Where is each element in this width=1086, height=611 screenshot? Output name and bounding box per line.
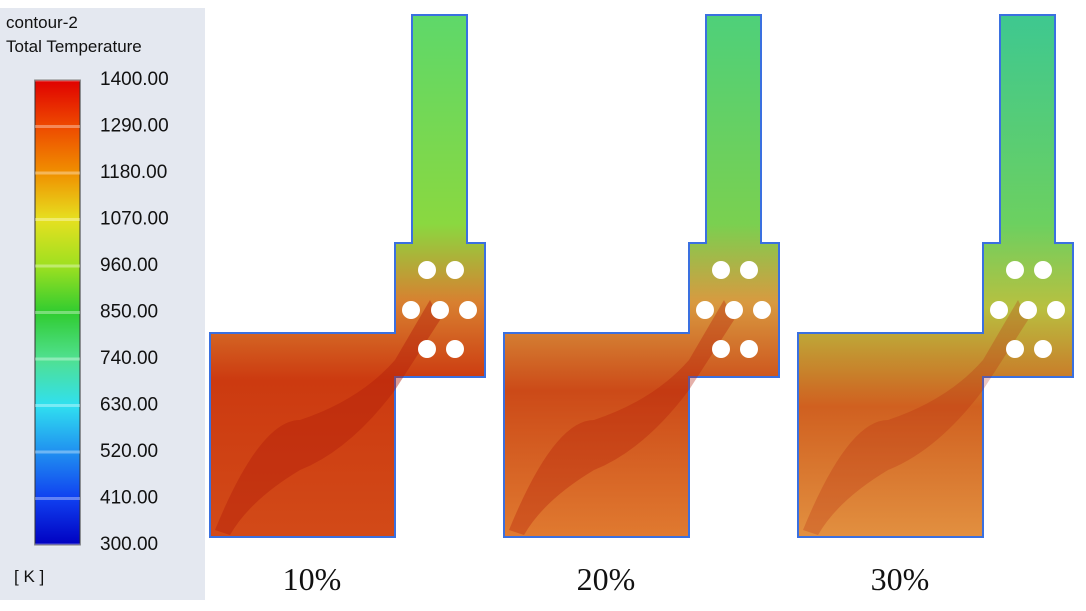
hole <box>1006 340 1024 358</box>
hot-streak <box>509 300 734 535</box>
tick-label: 740.00 <box>100 348 158 369</box>
hole <box>418 340 436 358</box>
panel-label: 10% <box>283 561 342 597</box>
tick-label: 300.00 <box>100 534 158 555</box>
contour-panel: 10% <box>209 14 486 597</box>
hole <box>402 301 420 319</box>
domain-shape <box>209 14 486 538</box>
hole <box>712 261 730 279</box>
hole <box>1006 261 1024 279</box>
tick-label: 1070.00 <box>100 209 169 230</box>
tick-label: 850.00 <box>100 302 158 323</box>
panel-label: 20% <box>577 561 636 597</box>
tick-label: 410.00 <box>100 488 158 509</box>
contour-panel: 20% <box>503 14 780 597</box>
tick-label: 1290.00 <box>100 116 169 137</box>
legend-unit: [ K ] <box>14 567 44 586</box>
domain-shape <box>503 14 780 538</box>
tick-label: 630.00 <box>100 395 158 416</box>
tick-label: 520.00 <box>100 441 158 462</box>
hole <box>446 261 464 279</box>
hole <box>446 340 464 358</box>
hole <box>418 261 436 279</box>
hole <box>712 340 730 358</box>
hot-streak <box>215 300 440 535</box>
hot-streak <box>803 300 1028 535</box>
colorbar <box>34 79 81 546</box>
hole <box>1034 340 1052 358</box>
tick-label: 1400.00 <box>100 69 169 90</box>
hole <box>459 301 477 319</box>
hole <box>431 301 449 319</box>
hole <box>1034 261 1052 279</box>
legend-panel <box>0 8 205 600</box>
hole <box>725 301 743 319</box>
domain-shape <box>797 14 1074 538</box>
tick-label: 960.00 <box>100 255 158 276</box>
panel-label: 30% <box>871 561 930 597</box>
hole <box>1047 301 1065 319</box>
legend-subtitle: Total Temperature <box>6 37 142 56</box>
hole <box>740 261 758 279</box>
hole <box>740 340 758 358</box>
hole <box>753 301 771 319</box>
hole <box>1019 301 1037 319</box>
contour-panel: 30% <box>797 14 1074 597</box>
hole <box>990 301 1008 319</box>
hole <box>696 301 714 319</box>
tick-label: 1180.00 <box>100 162 167 183</box>
legend-title: contour-2 <box>6 13 78 32</box>
